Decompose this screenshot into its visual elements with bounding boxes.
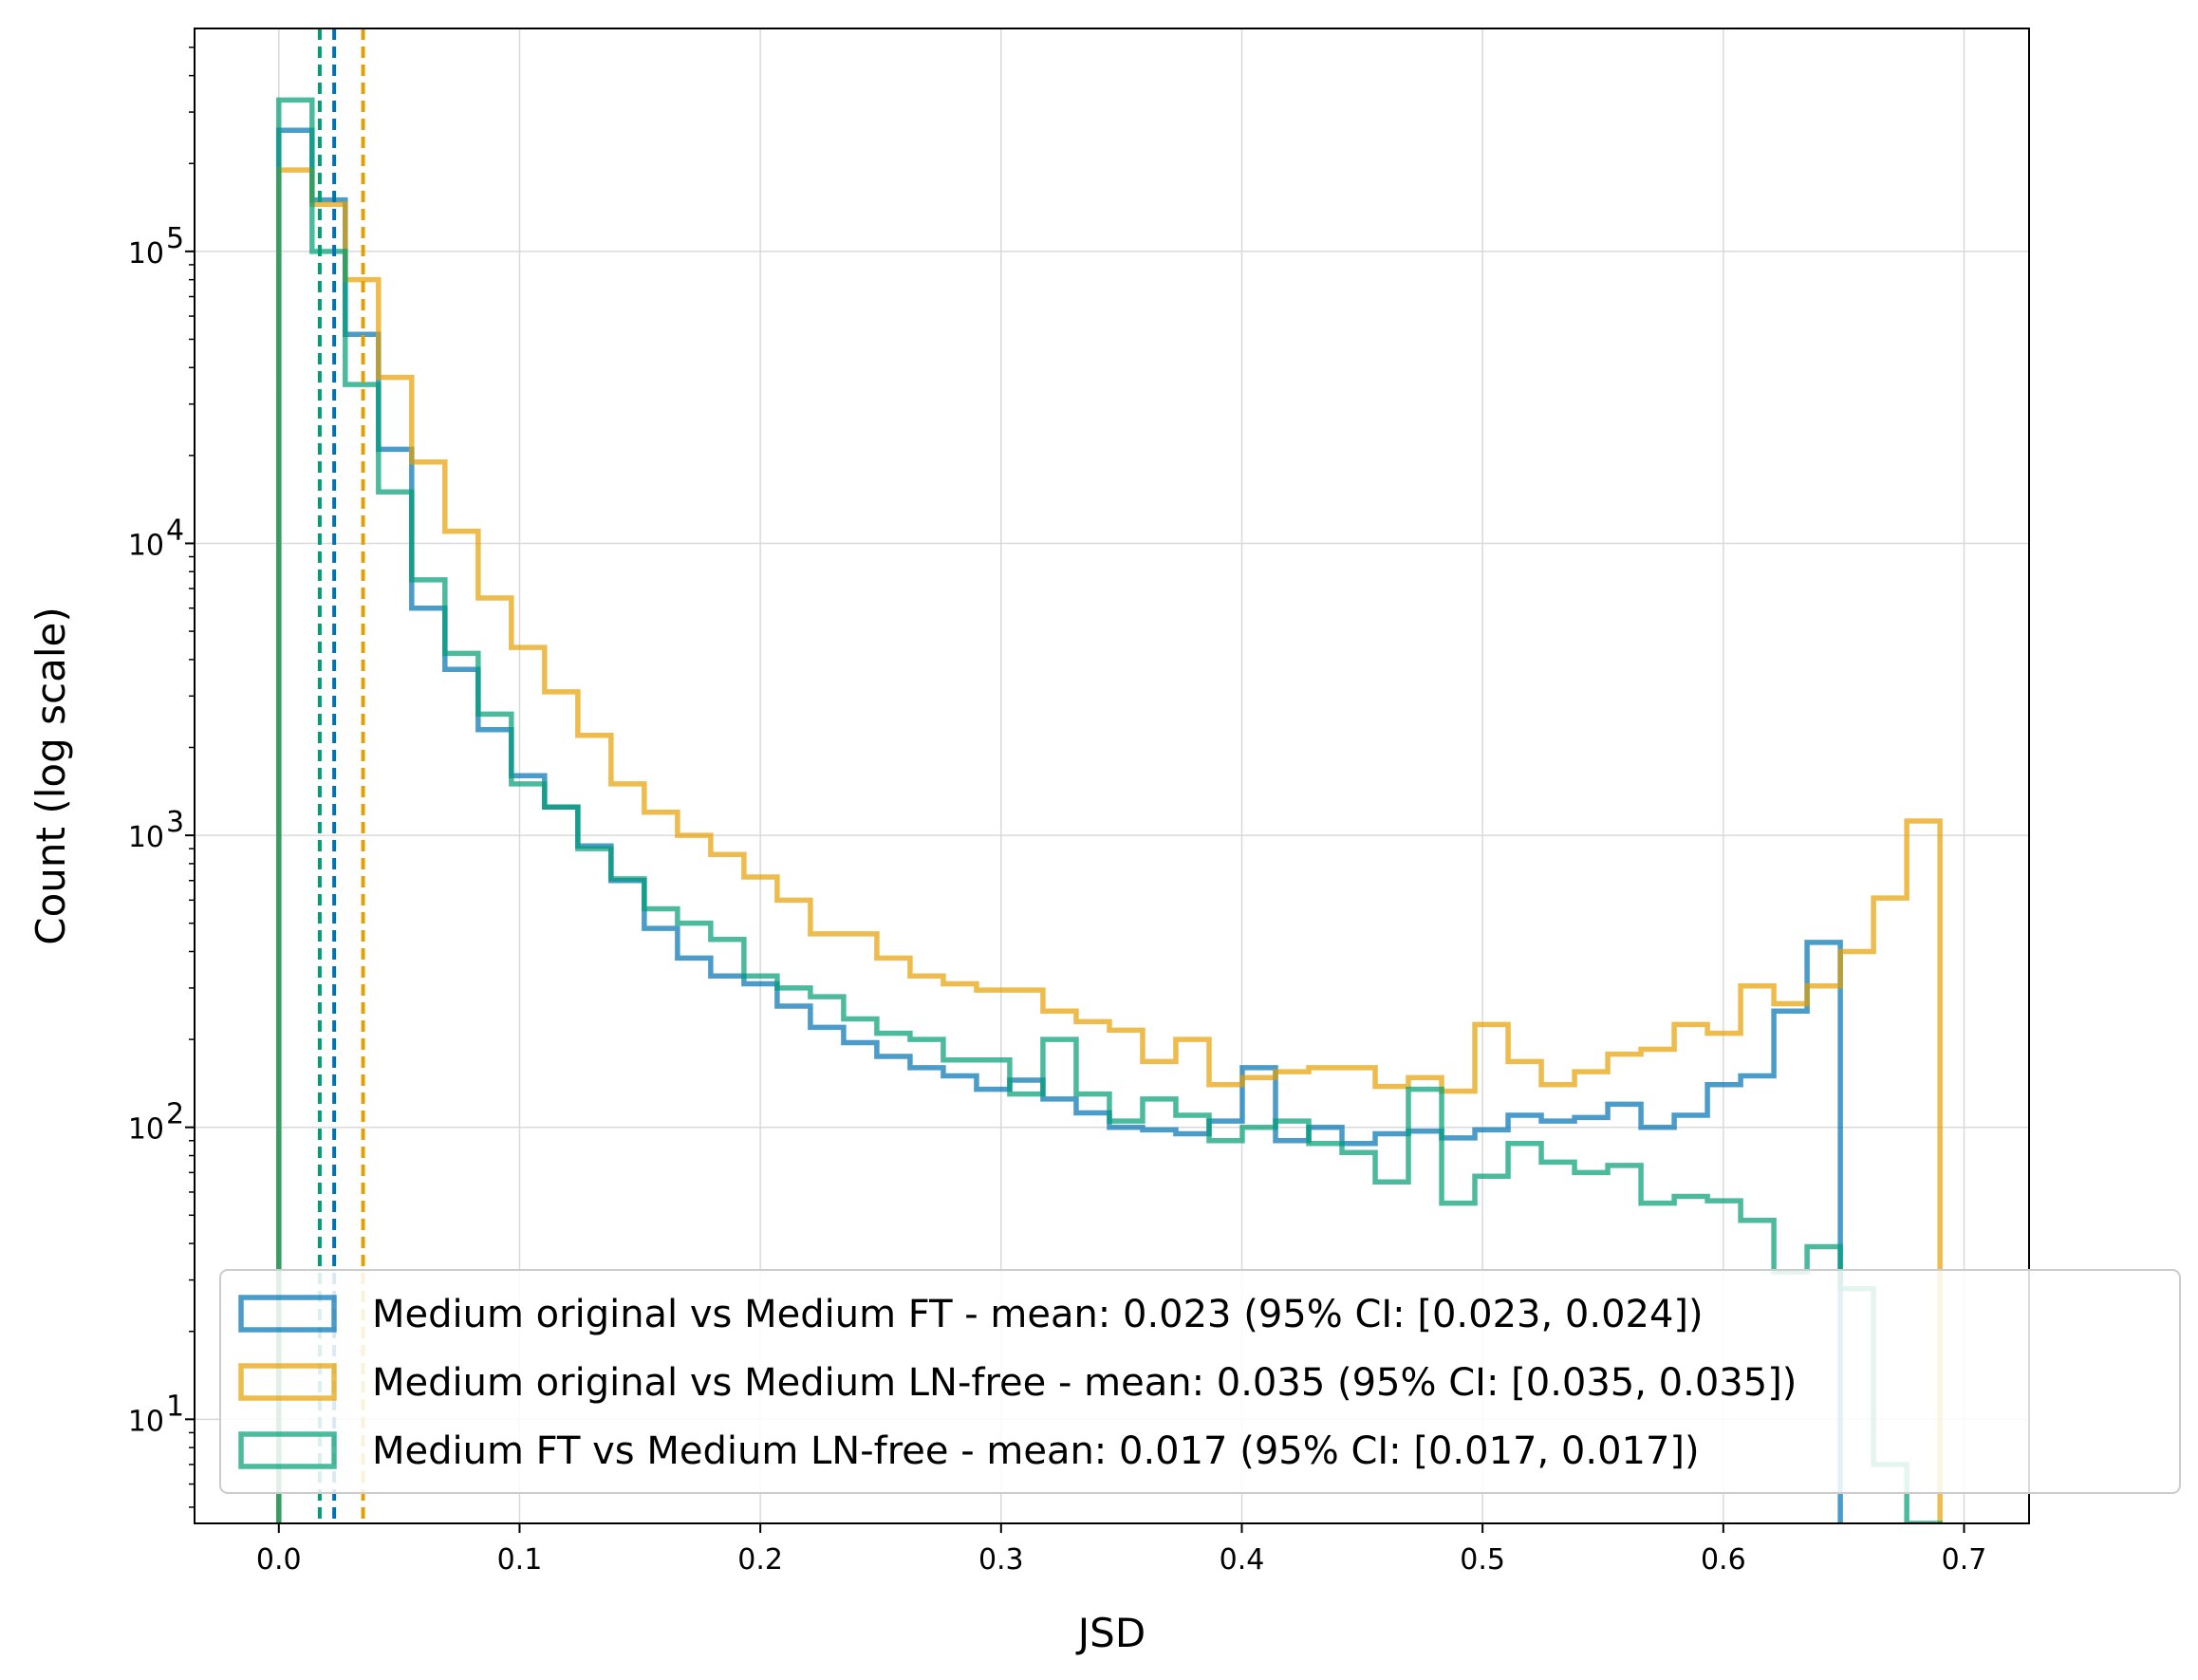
series-2-histogram [276,167,1943,1523]
y-tick-exponent: 4 [166,513,184,547]
x-axis-label: JSD [1075,1610,1146,1656]
x-tick-label: 0.3 [978,1543,1024,1577]
y-axis-label: Count (log scale) [28,607,74,944]
y-tick-label: 10 [128,1405,164,1438]
legend: Medium original vs Medium FT - mean: 0.0… [219,1269,2181,1494]
x-axis-ticks: 0.0 0.1 0.2 0.3 0.4 0.5 0.6 0.7 [256,1523,1986,1577]
legend-label-1: Medium original vs Medium FT - mean: 0.0… [372,1293,1704,1336]
axes-frame [194,28,2030,1524]
x-tick-label: 0.1 [497,1543,543,1577]
x-tick-label: 0.6 [1701,1543,1746,1577]
series-1-histogram [276,127,1843,1523]
y-tick-label: 10 [128,1113,164,1147]
y-tick-exponent: 3 [166,806,184,839]
y-tick-exponent: 5 [166,222,184,255]
legend-swatch-3 [238,1431,337,1469]
legend-box [219,1269,2181,1494]
legend-label-2: Medium original vs Medium LN-free - mean… [372,1361,1797,1405]
x-tick-label: 0.2 [737,1543,783,1577]
x-tick-label: 0.4 [1220,1543,1265,1577]
legend-label-3: Medium FT vs Medium LN-free - mean: 0.01… [372,1429,1700,1473]
y-tick-label: 10 [128,237,164,271]
series-3-histogram [276,97,1943,1523]
legend-swatch-2 [238,1363,337,1401]
x-tick-label: 0.7 [1942,1543,1987,1577]
y-tick-label: 10 [128,821,164,854]
x-tick-label: 0.5 [1460,1543,1505,1577]
axes-border [194,28,2030,1524]
series-layer [276,97,1943,1523]
x-tick-label: 0.0 [256,1543,302,1577]
y-tick-label: 10 [128,529,164,562]
y-tick-exponent: 2 [166,1098,184,1131]
y-tick-exponent: 1 [166,1390,184,1423]
legend-swatch-1 [238,1295,337,1333]
